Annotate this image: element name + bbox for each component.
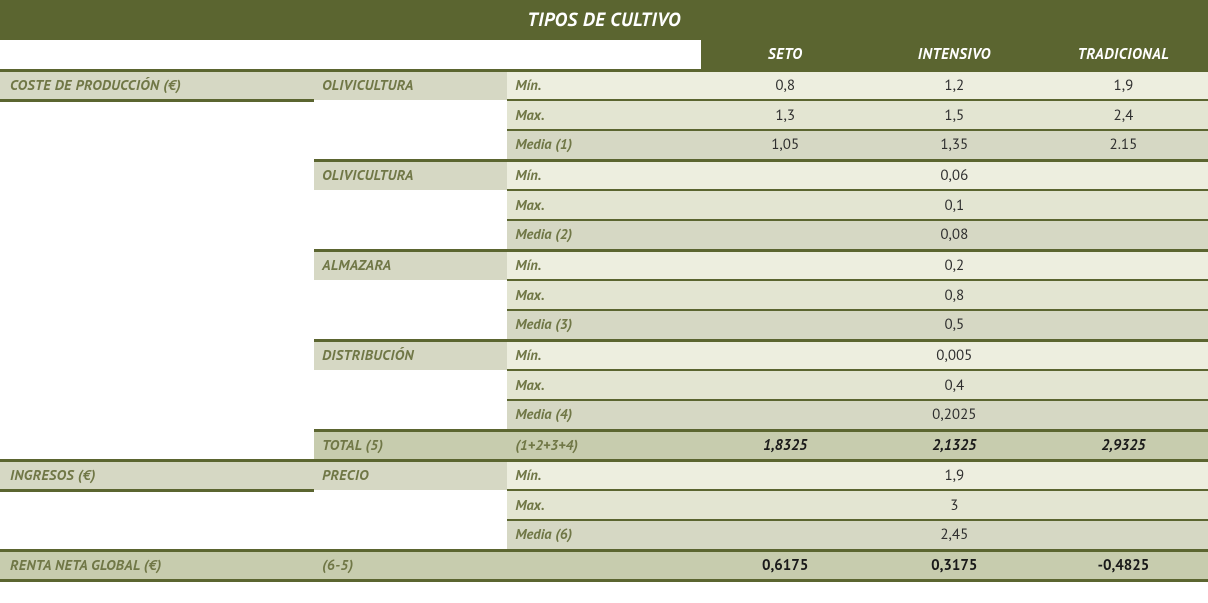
group-label-dist: DISTRIBUCIÓN (314, 340, 507, 370)
group-label-oliv1: OLIVICULTURA (314, 70, 507, 100)
stat-label: Mín. (507, 250, 700, 280)
section-label-renta: RENTA NETA GLOBAL (€) (0, 550, 314, 580)
title-row: TIPOS DE CULTIVO (0, 0, 1208, 40)
table-wrapper: TIPOS DE CULTIVO SETO INTENSIVO TRADICIO… (0, 0, 1208, 582)
renta-value: 0,6175 (701, 550, 870, 580)
cell-value-span: 0,5 (701, 310, 1208, 340)
renta-blank (507, 550, 700, 580)
cell-value-span: 0,08 (701, 220, 1208, 250)
stat-label: Mín. (507, 160, 700, 190)
cell-value-span: 0,4 (701, 370, 1208, 400)
stat-label: Max. (507, 280, 700, 310)
group-empty (314, 280, 507, 340)
header-blank (0, 40, 314, 70)
cell-value-span: 2,45 (701, 520, 1208, 550)
group-label-almazara: ALMAZARA (314, 250, 507, 280)
col-head-intensivo: INTENSIVO (870, 40, 1039, 70)
cell-value-span: 0,005 (701, 340, 1208, 370)
cell-value: 2.15 (1039, 130, 1208, 160)
section-label-ingresos: INGRESOS (€) (0, 460, 314, 490)
stat-label: Mín. (507, 460, 700, 490)
row-coste-oliv1-max: Max. 1,3 1,5 2,4 (0, 100, 1208, 130)
section-empty (0, 490, 314, 550)
header-blank (507, 40, 700, 70)
group-empty (314, 190, 507, 250)
row-coste-total: TOTAL (5) (1+2+3+4) 1,8325 2,1325 2,9325 (0, 430, 1208, 460)
section-empty (0, 430, 314, 460)
total-value: 2,9325 (1039, 430, 1208, 460)
group-empty (314, 370, 507, 430)
cell-value-span: 0,06 (701, 160, 1208, 190)
cell-value: 1,05 (701, 130, 870, 160)
cell-value: 0,8 (701, 70, 870, 100)
group-label-oliv2: OLIVICULTURA (314, 160, 507, 190)
group-empty (314, 100, 507, 160)
total-label: TOTAL (5) (314, 430, 507, 460)
row-ingresos-max: Max. 3 (0, 490, 1208, 520)
stat-label: Media (6) (507, 520, 700, 550)
stat-label: Max. (507, 370, 700, 400)
stat-label: Max. (507, 100, 700, 130)
renta-value: -0,4825 (1039, 550, 1208, 580)
group-empty (314, 490, 507, 550)
cell-value: 1,2 (870, 70, 1039, 100)
cell-value: 1,3 (701, 100, 870, 130)
group-label-precio: PRECIO (314, 460, 507, 490)
cell-value-span: 0,8 (701, 280, 1208, 310)
total-value: 1,8325 (701, 430, 870, 460)
cultivo-table: TIPOS DE CULTIVO SETO INTENSIVO TRADICIO… (0, 0, 1208, 582)
section-empty (0, 100, 314, 430)
header-blank (314, 40, 507, 70)
row-renta-neta: RENTA NETA GLOBAL (€) (6-5) 0,6175 0,317… (0, 550, 1208, 580)
table-title: TIPOS DE CULTIVO (0, 0, 1208, 40)
stat-label: Media (1) (507, 130, 700, 160)
stat-label: Mín. (507, 70, 700, 100)
total-value: 2,1325 (870, 430, 1039, 460)
cell-value-span: 3 (701, 490, 1208, 520)
cell-value: 2,4 (1039, 100, 1208, 130)
cell-value: 1,35 (870, 130, 1039, 160)
cell-value-span: 1,9 (701, 460, 1208, 490)
cell-value-span: 0,2025 (701, 400, 1208, 430)
stat-label: Mín. (507, 340, 700, 370)
stat-label: Media (2) (507, 220, 700, 250)
stat-label: Max. (507, 190, 700, 220)
row-ingresos-min: INGRESOS (€) PRECIO Mín. 1,9 (0, 460, 1208, 490)
col-head-seto: SETO (701, 40, 870, 70)
column-header-row: SETO INTENSIVO TRADICIONAL (0, 40, 1208, 70)
stat-label: Media (3) (507, 310, 700, 340)
renta-value: 0,3175 (870, 550, 1039, 580)
stat-label: Media (4) (507, 400, 700, 430)
total-formula: (1+2+3+4) (507, 430, 700, 460)
cell-value: 1,9 (1039, 70, 1208, 100)
col-head-tradicional: TRADICIONAL (1039, 40, 1208, 70)
cell-value-span: 0,2 (701, 250, 1208, 280)
cell-value: 1,5 (870, 100, 1039, 130)
row-coste-oliv1-min: COSTE DE PRODUCCIÓN (€) OLIVICULTURA Mín… (0, 70, 1208, 100)
stat-label: Max. (507, 490, 700, 520)
section-label-coste: COSTE DE PRODUCCIÓN (€) (0, 70, 314, 100)
cell-value-span: 0,1 (701, 190, 1208, 220)
renta-formula: (6-5) (314, 550, 507, 580)
